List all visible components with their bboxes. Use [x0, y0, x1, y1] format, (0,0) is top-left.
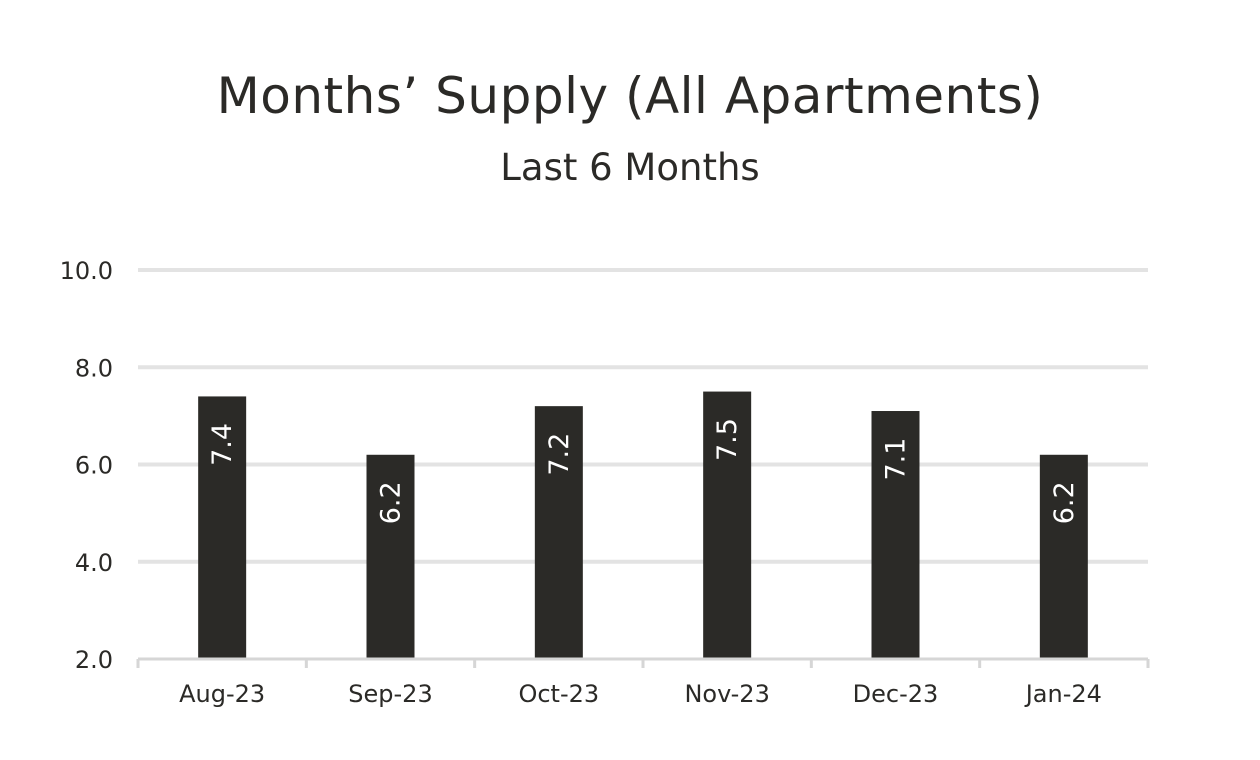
bar-value-label: 7.2 [544, 433, 575, 476]
x-tick-label: Nov-23 [684, 680, 769, 708]
chart-subtitle: Last 6 Months [500, 146, 760, 189]
bar-aug-23 [198, 396, 247, 659]
bar-jan-24 [1039, 454, 1088, 659]
bar-sep-23 [366, 454, 415, 659]
x-tick-label: Aug-23 [179, 680, 265, 708]
bar-value-label: 7.5 [712, 418, 743, 461]
bar-oct-23 [534, 406, 583, 659]
bar-data-labels: 7.4 6.2 7.2 7.5 7.1 6.2 [207, 418, 1080, 524]
x-tick-label: Sep-23 [348, 680, 432, 708]
x-axis [136, 657, 1150, 668]
bar-value-label: 7.1 [881, 438, 912, 481]
bar-value-label: 6.2 [1049, 481, 1080, 524]
y-tick-label: 4.0 [75, 549, 113, 577]
bar-dec-23 [871, 411, 920, 659]
chart-title: Months’ Supply (All Apartments) [216, 67, 1044, 125]
x-tick-label: Jan-24 [1024, 680, 1102, 708]
bars [198, 391, 1088, 659]
x-axis-tick-labels: Aug-23 Sep-23 Oct-23 Nov-23 Dec-23 Jan-24 [179, 680, 1102, 708]
x-tick-label: Oct-23 [518, 680, 599, 708]
bar-value-label: 6.2 [376, 481, 407, 524]
y-axis-tick-labels: 2.0 4.0 6.0 8.0 10.0 [60, 257, 113, 674]
y-tick-label: 6.0 [75, 452, 113, 480]
y-tick-label: 2.0 [75, 646, 113, 674]
x-tick-label: Dec-23 [853, 680, 939, 708]
gridlines [138, 268, 1148, 564]
bar-nov-23 [703, 391, 752, 659]
bar-value-label: 7.4 [207, 423, 238, 466]
y-tick-label: 10.0 [60, 257, 113, 285]
y-tick-label: 8.0 [75, 354, 113, 382]
